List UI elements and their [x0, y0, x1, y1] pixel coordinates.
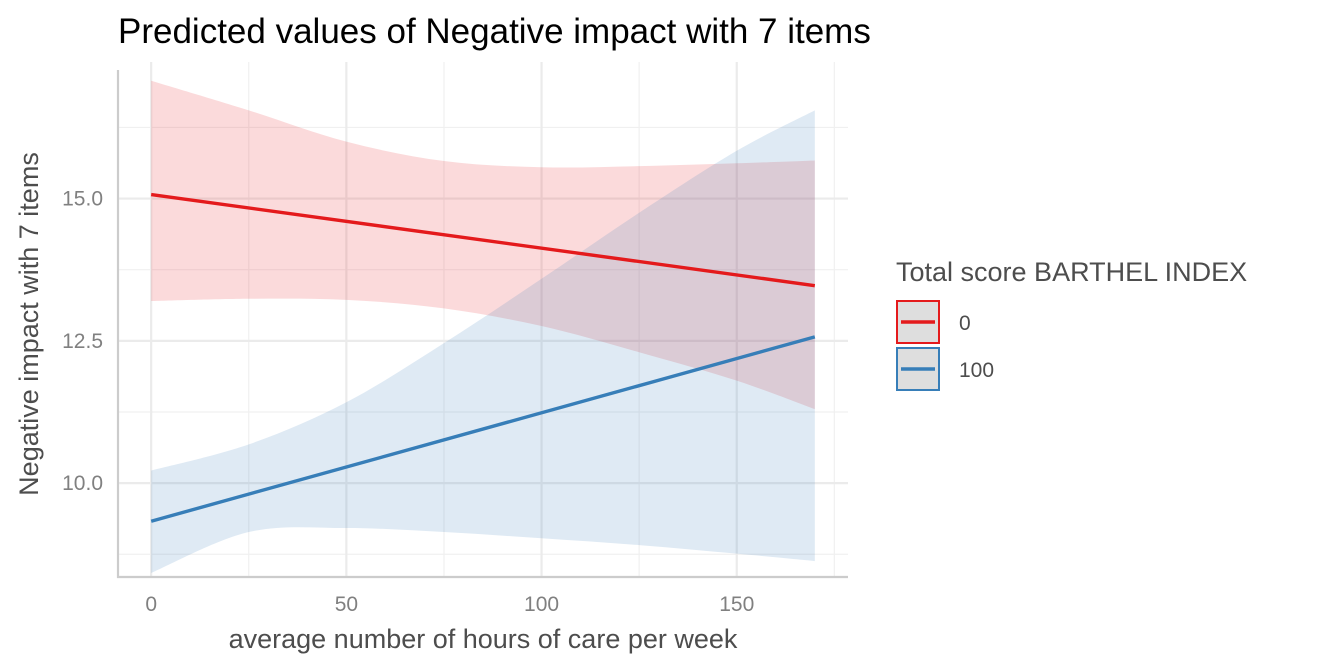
legend-item-100: 100: [896, 347, 994, 391]
y-tick-label: 15.0: [62, 188, 103, 211]
x-tick-label: 50: [335, 593, 358, 616]
series-lines: [150, 192, 816, 523]
chart-title: Predicted values of Negative impact with…: [118, 12, 871, 51]
y-ticks: 10.0 12.5 15.0: [62, 188, 103, 496]
x-tick-label: 100: [524, 593, 559, 616]
y-tick-label: 10.0: [62, 472, 103, 495]
legend-label: 100: [959, 359, 994, 382]
legend: Total score BARTHEL INDEX 0 100: [896, 257, 1247, 391]
x-ticks: 0 50 100 150: [145, 593, 754, 616]
x-tick-label: 150: [719, 593, 754, 616]
confidence-bands: [151, 80, 815, 574]
x-axis-label: average number of hours of care per week: [229, 624, 738, 654]
series-line-0: [150, 192, 816, 288]
grid-major: [118, 62, 848, 577]
legend-item-0: 0: [896, 300, 971, 344]
y-axis-label: Negative impact with 7 items: [14, 152, 44, 496]
legend-items: 0 100: [896, 300, 994, 391]
x-tick-label: 0: [145, 593, 157, 616]
legend-title: Total score BARTHEL INDEX: [896, 257, 1247, 287]
ci-band-0: [151, 80, 815, 410]
series-line-100: [150, 335, 816, 523]
legend-label: 0: [959, 312, 971, 335]
ci-band-100: [151, 110, 815, 574]
grid-minor: [118, 62, 848, 577]
y-tick-label: 12.5: [62, 330, 103, 353]
